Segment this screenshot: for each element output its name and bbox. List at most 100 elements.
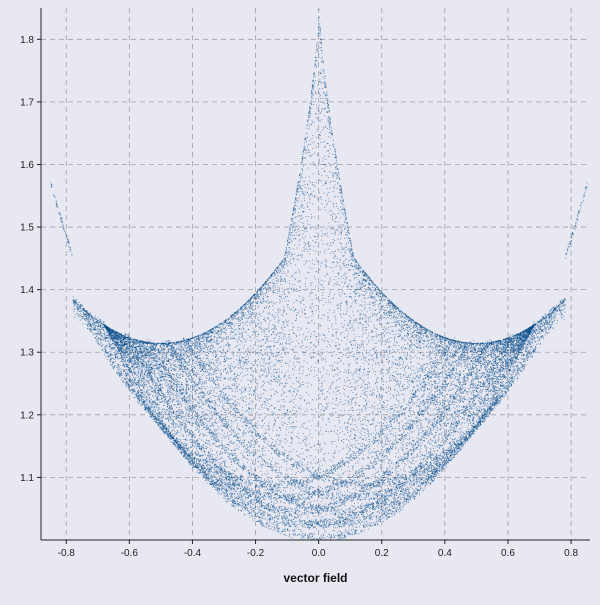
data-point xyxy=(232,396,233,397)
data-point xyxy=(355,527,356,528)
data-point xyxy=(345,471,346,472)
data-point xyxy=(369,350,370,351)
data-point xyxy=(502,356,503,357)
data-point xyxy=(283,324,284,325)
data-point xyxy=(314,370,315,371)
data-point xyxy=(355,345,356,346)
data-point xyxy=(410,359,411,360)
data-point xyxy=(259,488,260,489)
data-point xyxy=(238,449,239,450)
data-point xyxy=(262,514,263,515)
data-point xyxy=(403,325,404,326)
data-point xyxy=(230,443,231,444)
data-point xyxy=(191,425,192,426)
data-point xyxy=(365,358,366,359)
data-point xyxy=(215,435,216,436)
data-point xyxy=(215,366,216,367)
data-point xyxy=(277,286,278,287)
data-point xyxy=(344,337,345,338)
data-point xyxy=(245,340,246,341)
data-point xyxy=(389,303,390,304)
data-point xyxy=(374,409,375,410)
data-point xyxy=(348,370,349,371)
data-point xyxy=(407,448,408,449)
data-point xyxy=(252,427,253,428)
data-point xyxy=(332,334,333,335)
data-point xyxy=(212,422,213,423)
data-point xyxy=(387,359,388,360)
data-point xyxy=(447,386,448,387)
data-point xyxy=(296,381,297,382)
data-point xyxy=(389,453,390,454)
data-point xyxy=(276,359,277,360)
data-point xyxy=(310,343,311,344)
data-point xyxy=(284,308,285,309)
data-point xyxy=(470,387,471,388)
data-point xyxy=(431,443,432,444)
data-point xyxy=(343,439,344,440)
data-point xyxy=(171,427,172,428)
data-point xyxy=(208,366,209,367)
data-point xyxy=(251,382,252,383)
data-point xyxy=(334,221,335,222)
data-point xyxy=(443,390,444,391)
data-point xyxy=(380,309,381,310)
data-point xyxy=(423,346,424,347)
data-point xyxy=(419,452,420,453)
data-point xyxy=(333,233,334,234)
data-point xyxy=(356,402,357,403)
data-point xyxy=(441,434,442,435)
data-point xyxy=(308,450,309,451)
data-point xyxy=(180,348,181,349)
data-point xyxy=(290,361,291,362)
data-point xyxy=(354,356,355,357)
data-point xyxy=(236,383,237,384)
data-point xyxy=(271,290,272,291)
data-point xyxy=(288,454,289,455)
data-point xyxy=(374,327,375,328)
data-point xyxy=(322,334,323,335)
data-point xyxy=(322,292,323,293)
data-point xyxy=(393,435,394,436)
data-point xyxy=(153,364,154,365)
data-point xyxy=(367,386,368,387)
data-point xyxy=(260,353,261,354)
data-point xyxy=(387,341,388,342)
data-point xyxy=(352,351,353,352)
data-point xyxy=(439,439,440,440)
data-point xyxy=(333,329,334,330)
data-point xyxy=(242,332,243,333)
data-point xyxy=(351,298,352,299)
data-point xyxy=(318,199,319,200)
data-point xyxy=(396,453,397,454)
data-point xyxy=(265,353,266,354)
data-point xyxy=(250,485,251,486)
data-point xyxy=(299,438,300,439)
data-point xyxy=(192,432,193,433)
data-point xyxy=(288,377,289,378)
data-point xyxy=(269,383,270,384)
data-point xyxy=(320,372,321,373)
data-point xyxy=(486,405,487,406)
data-point xyxy=(496,365,497,366)
data-point xyxy=(315,457,316,458)
data-point xyxy=(201,440,202,441)
data-point xyxy=(308,467,309,468)
data-point xyxy=(344,267,345,268)
data-point xyxy=(452,424,453,425)
data-point xyxy=(388,388,389,389)
grid xyxy=(41,8,590,540)
data-point xyxy=(320,430,321,431)
data-point xyxy=(404,320,405,321)
data-point xyxy=(387,441,388,442)
data-point xyxy=(203,436,204,437)
data-point xyxy=(307,449,308,450)
data-point xyxy=(283,291,284,292)
data-point xyxy=(388,332,389,333)
data-point xyxy=(317,118,318,119)
data-point xyxy=(156,397,157,398)
data-point xyxy=(298,471,299,472)
data-point xyxy=(157,383,158,384)
data-point xyxy=(423,344,424,345)
data-point xyxy=(278,311,279,312)
